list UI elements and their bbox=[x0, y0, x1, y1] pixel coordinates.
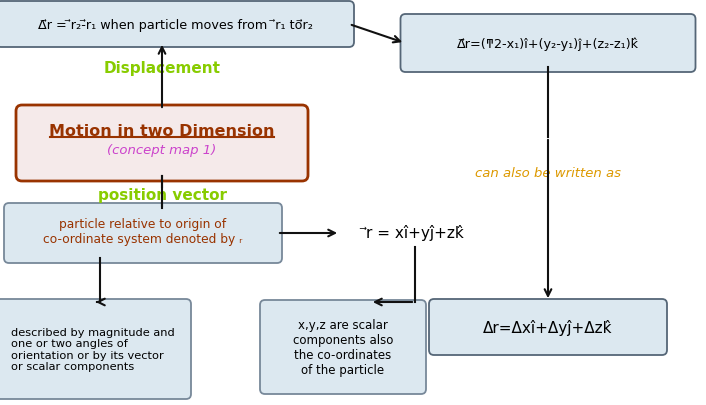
Text: (concept map 1): (concept map 1) bbox=[107, 144, 217, 157]
Text: particle relative to origin of
co-ordinate system denoted by ᵣ: particle relative to origin of co-ordina… bbox=[43, 217, 243, 245]
FancyBboxPatch shape bbox=[16, 106, 308, 181]
Text: x,y,z are scalar
components also
the co-ordinates
of the particle: x,y,z are scalar components also the co-… bbox=[293, 318, 393, 376]
FancyBboxPatch shape bbox=[0, 2, 354, 48]
Text: can also be written as: can also be written as bbox=[475, 167, 621, 180]
Text: Displacement: Displacement bbox=[104, 61, 220, 76]
Text: described by magnitude and
one or two angles of
orientation or by its vector
or : described by magnitude and one or two an… bbox=[11, 327, 175, 371]
FancyBboxPatch shape bbox=[429, 299, 667, 355]
Text: position vector: position vector bbox=[97, 188, 227, 203]
Text: Δ⃗r = ⃗r₂-⃗r₁ when particle moves from  ⃗r₁ to⃗r₂: Δ⃗r = ⃗r₂-⃗r₁ when particle moves from ⃗… bbox=[37, 19, 313, 32]
Text: ⃗r = xî+yĵ+zk̂: ⃗r = xî+yĵ+zk̂ bbox=[366, 224, 464, 241]
FancyBboxPatch shape bbox=[260, 300, 426, 394]
Text: Δ⃗r=(ͳ2-x₁)î+(y₂-y₁)ĵ+(z₂-z₁)k̂: Δ⃗r=(ͳ2-x₁)î+(y₂-y₁)ĵ+(z₂-z₁)k̂ bbox=[457, 37, 639, 51]
Text: Motion in two Dimension: Motion in two Dimension bbox=[49, 123, 275, 138]
Text: Δr=Δxî+Δyĵ+Δzk̂: Δr=Δxî+Δyĵ+Δzk̂ bbox=[483, 319, 613, 335]
FancyBboxPatch shape bbox=[400, 15, 695, 73]
FancyBboxPatch shape bbox=[0, 299, 191, 399]
FancyBboxPatch shape bbox=[4, 203, 282, 263]
